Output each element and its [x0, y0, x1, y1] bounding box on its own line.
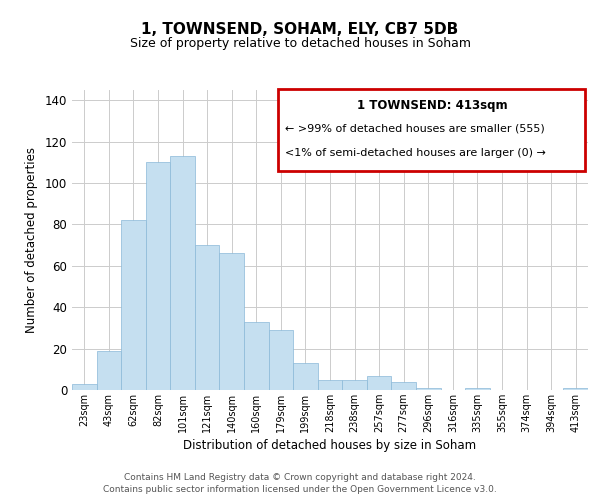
Bar: [170, 156, 195, 390]
Bar: [416, 388, 440, 390]
Text: <1% of semi-detached houses are larger (0) →: <1% of semi-detached houses are larger (…: [284, 148, 545, 158]
Bar: [293, 363, 318, 390]
Bar: [220, 254, 244, 390]
Text: Size of property relative to detached houses in Soham: Size of property relative to detached ho…: [130, 38, 470, 51]
Bar: [97, 350, 121, 390]
Bar: [465, 388, 490, 390]
Text: ← >99% of detached houses are smaller (555): ← >99% of detached houses are smaller (5…: [284, 123, 544, 133]
X-axis label: Distribution of detached houses by size in Soham: Distribution of detached houses by size …: [184, 439, 476, 452]
Bar: [195, 245, 220, 390]
Bar: [121, 220, 146, 390]
Text: Contains HM Land Registry data © Crown copyright and database right 2024.: Contains HM Land Registry data © Crown c…: [124, 472, 476, 482]
FancyBboxPatch shape: [278, 88, 586, 171]
Bar: [72, 384, 97, 390]
Bar: [146, 162, 170, 390]
Bar: [391, 382, 416, 390]
Bar: [269, 330, 293, 390]
Bar: [367, 376, 391, 390]
Text: Contains public sector information licensed under the Open Government Licence v3: Contains public sector information licen…: [103, 485, 497, 494]
Bar: [563, 388, 588, 390]
Bar: [318, 380, 342, 390]
Text: 1, TOWNSEND, SOHAM, ELY, CB7 5DB: 1, TOWNSEND, SOHAM, ELY, CB7 5DB: [142, 22, 458, 38]
Bar: [244, 322, 269, 390]
Text: 1 TOWNSEND: 413sqm: 1 TOWNSEND: 413sqm: [356, 99, 507, 112]
Bar: [342, 380, 367, 390]
Y-axis label: Number of detached properties: Number of detached properties: [25, 147, 38, 333]
